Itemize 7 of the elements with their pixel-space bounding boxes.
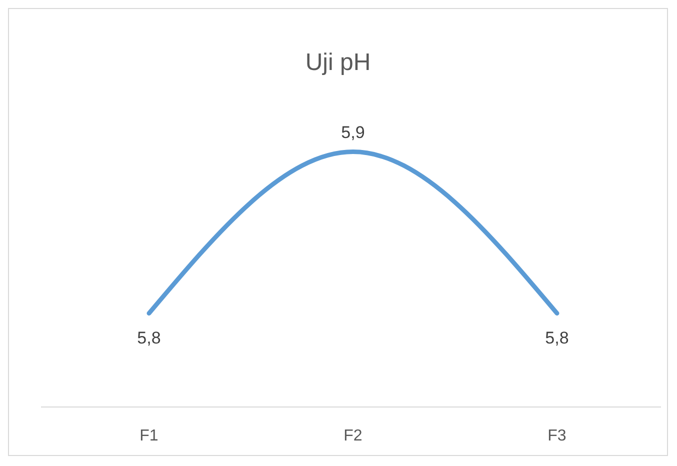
x-tick-label: F3 xyxy=(548,427,566,444)
data-label: 5,8 xyxy=(545,328,569,348)
x-tick-label: F2 xyxy=(344,427,362,444)
data-label: 5,9 xyxy=(341,122,365,142)
chart-title: Uji pH xyxy=(304,49,372,77)
x-tick-label: F1 xyxy=(140,427,158,444)
data-label: 5,8 xyxy=(137,328,161,348)
